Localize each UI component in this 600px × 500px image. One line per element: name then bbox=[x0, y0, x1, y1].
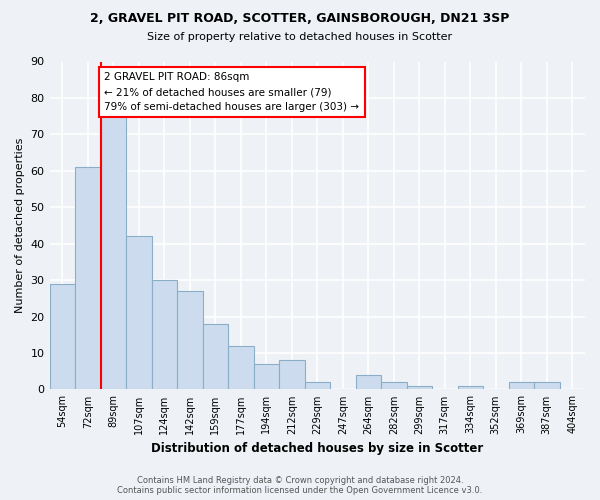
Bar bbox=[381, 382, 407, 390]
Bar bbox=[152, 280, 177, 390]
Bar bbox=[228, 346, 254, 390]
Y-axis label: Number of detached properties: Number of detached properties bbox=[15, 138, 25, 313]
Bar bbox=[356, 375, 381, 390]
Text: Contains HM Land Registry data © Crown copyright and database right 2024.
Contai: Contains HM Land Registry data © Crown c… bbox=[118, 476, 482, 495]
X-axis label: Distribution of detached houses by size in Scotter: Distribution of detached houses by size … bbox=[151, 442, 484, 455]
Bar bbox=[458, 386, 483, 390]
Bar bbox=[126, 236, 152, 390]
Bar bbox=[534, 382, 560, 390]
Bar bbox=[177, 291, 203, 390]
Text: 2 GRAVEL PIT ROAD: 86sqm
← 21% of detached houses are smaller (79)
79% of semi-d: 2 GRAVEL PIT ROAD: 86sqm ← 21% of detach… bbox=[104, 72, 359, 112]
Bar bbox=[101, 116, 126, 390]
Bar bbox=[254, 364, 279, 390]
Bar bbox=[407, 386, 432, 390]
Bar bbox=[203, 324, 228, 390]
Bar bbox=[75, 167, 101, 390]
Bar bbox=[509, 382, 534, 390]
Bar bbox=[305, 382, 330, 390]
Bar bbox=[279, 360, 305, 390]
Text: 2, GRAVEL PIT ROAD, SCOTTER, GAINSBOROUGH, DN21 3SP: 2, GRAVEL PIT ROAD, SCOTTER, GAINSBOROUG… bbox=[91, 12, 509, 26]
Bar bbox=[50, 284, 75, 390]
Text: Size of property relative to detached houses in Scotter: Size of property relative to detached ho… bbox=[148, 32, 452, 42]
